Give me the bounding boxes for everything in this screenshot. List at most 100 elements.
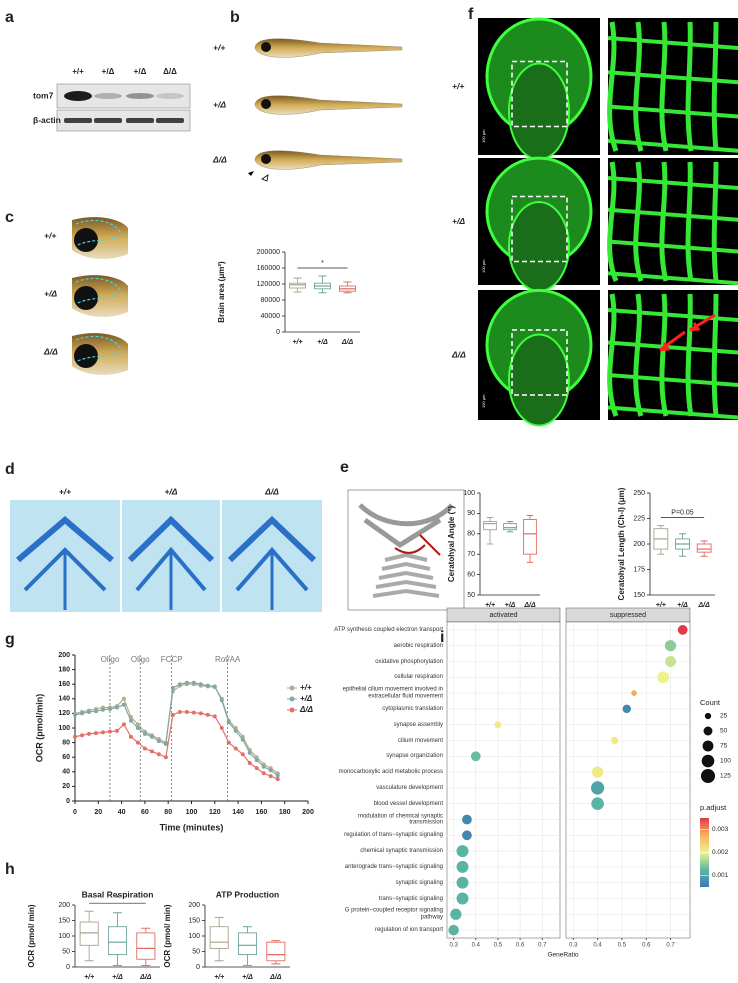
enrichment-dot [664,640,677,652]
enrichment-dot [591,797,604,810]
series-point [268,774,273,779]
y-tick-label: 60 [467,571,475,578]
vessel [711,21,719,152]
term-label: blood vessel development [373,800,443,807]
box [289,282,306,289]
x-tick-label: 120 [209,809,221,816]
x-tick-label: 0.7 [538,943,547,949]
blot-band [156,93,184,99]
panel-letter: h [5,861,15,878]
y-tick-label: 200000 [257,249,280,256]
cartilage [16,516,114,563]
blot-band [64,118,92,123]
term-label: monocarboxylic acid metabolic process [338,768,443,775]
x-tick-label: 0.3 [449,943,458,949]
x-tick-label: Δ/Δ [139,974,152,981]
box [266,941,286,962]
vessel [607,104,738,119]
x-tick-label: 180 [279,809,291,816]
y-axis-label: Ceratohyal Angle (°) [447,506,456,583]
term-label: aerobic respiration [393,642,443,649]
larva-eye [261,99,271,109]
genotype-label: +/+ [452,81,464,91]
y-tick-label: 120 [58,710,70,717]
term-label: regulation of ion transport [374,926,443,933]
x-tick-label: Δ/Δ [341,339,354,346]
x-tick-label: +/Δ [677,602,688,609]
y-tick-label: 80 [467,531,475,538]
series-point [142,731,147,736]
schematic [378,570,434,580]
vessel [633,161,644,282]
series-point [177,709,182,714]
series-point [128,734,133,739]
y-axis-label: OCR (pmol/min) [34,694,44,763]
arrowhead [248,171,254,176]
series-point [100,730,105,735]
vessel [607,239,738,254]
series-point [73,734,77,739]
enrichment-dot [591,781,605,795]
series-point [226,720,231,725]
x-tick-label: 0.7 [666,943,675,949]
enrichment-dot [470,751,481,762]
series-point [275,773,280,778]
scale-bar-label: 100 μm [481,129,486,143]
series-point [191,680,196,685]
enrichment-dot [450,908,462,920]
blot-row-label: β-actin [33,115,61,125]
lane-label: Δ/Δ [163,67,177,76]
size-legend-label: 100 [720,758,731,765]
angle-mark [394,534,441,556]
series-point [219,726,224,730]
term-label: epithelial cilium movement involved in e… [342,686,443,700]
y-tick-label: 80000 [261,297,281,304]
term-label: oxidative phosphorylation [375,658,443,665]
larva [254,95,403,115]
y-axis-label: OCR (pmol/ min) [163,904,172,967]
genotype-label: Δ/Δ [264,486,279,496]
series-point [93,731,98,736]
vessel [607,293,619,417]
enrichment-dot [462,830,472,841]
vessel [633,21,644,152]
box [136,932,156,960]
schematic [381,561,431,571]
colorbar-label: 0.003 [712,826,729,833]
series-point [86,731,91,736]
y-tick-label: 100 [58,725,70,732]
panel-letter: i [440,629,444,646]
series-point [142,746,147,751]
series-point [156,739,161,744]
vessel [607,207,738,222]
series-point [212,684,217,689]
series-point [114,705,119,710]
colorbar-label: 0.001 [712,872,729,879]
injection-label: FCCP [161,655,183,664]
series-point [170,685,175,690]
series-point [121,702,126,707]
y-tick-label: 50 [62,948,70,955]
vessel [659,161,669,282]
term-label: vasculature development [376,784,443,791]
term-label: anterograde trans−synaptic signaling [344,863,443,870]
brain-outline [75,277,123,305]
x-tick-label: 0.6 [516,943,525,949]
x-tick-label: +/Δ [505,602,516,609]
panel-letter: e [340,459,349,476]
genotype-label: +/+ [59,486,71,496]
x-tick-label: Δ/Δ [697,602,710,609]
term-label: cellular respiration [394,674,443,681]
series-point [163,742,168,747]
blot-strip [56,109,191,132]
head-eye [74,228,98,252]
lane-label: +/+ [72,67,84,76]
y-tick-label: 200 [633,541,645,548]
series-point [184,680,189,685]
size-legend-dot [703,726,713,736]
series-point [73,712,77,717]
x-tick-label: 0.5 [618,943,627,949]
x-tick-label: 0.3 [569,943,578,949]
enrichment-dot [494,721,502,729]
x-tick-label: 200 [302,809,314,816]
